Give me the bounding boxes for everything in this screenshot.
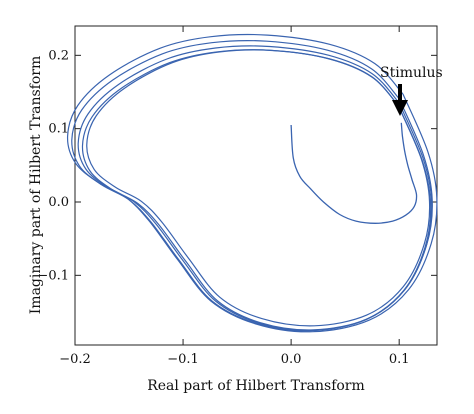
series-transient-line — [290, 122, 418, 224]
series-limit-cycle-line — [77, 45, 433, 331]
series-limit-cycle-line — [86, 49, 431, 327]
x-axis-title: Real part of Hilbert Transform — [147, 378, 365, 394]
y-axis-title: Imaginary part of Hilbert Transform — [28, 56, 44, 314]
y-tick-label: 0.0 — [48, 195, 69, 210]
y-tick-label: 0.1 — [48, 122, 69, 137]
axis-ticks: −0.2 −0.1 0.0 0.1 −0.1 0.0 0.1 0.2 — [37, 26, 437, 367]
plot-frame — [74, 25, 438, 346]
stimulus-annotation: Stimulus — [380, 65, 443, 116]
y-tick-label: 0.2 — [48, 48, 69, 63]
x-tick-label: 0.1 — [389, 352, 410, 367]
annotation-label: Stimulus — [380, 65, 443, 81]
series-limit-cycle-line — [81, 49, 432, 331]
x-tick-label: −0.1 — [167, 352, 199, 367]
stimulus-arrowhead — [392, 100, 408, 116]
series-limit-cycle-line — [71, 39, 433, 332]
series-limit-cycle-line — [66, 33, 438, 333]
x-tick-label: −0.2 — [59, 352, 91, 367]
phase-curves — [66, 33, 438, 333]
y-tick-label: −0.1 — [37, 268, 69, 283]
x-tick-label: 0.0 — [281, 352, 302, 367]
